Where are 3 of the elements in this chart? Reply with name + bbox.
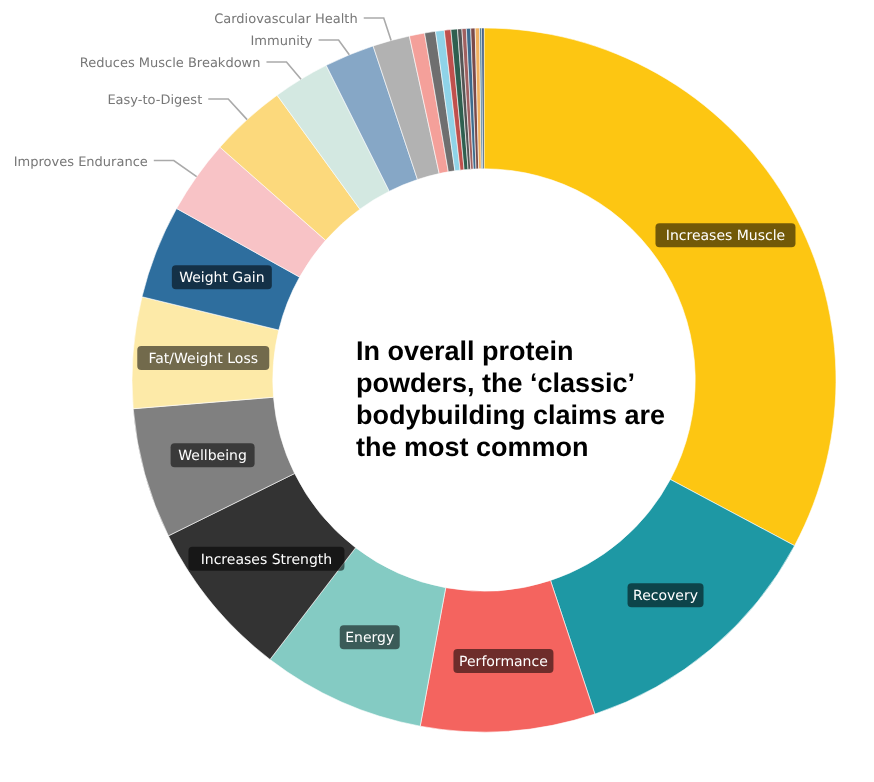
donut-slice [450, 28, 469, 171]
donut-slice [443, 29, 465, 171]
text: In overall protein powders, the ‘classic’ bodybuilding claims are the most common [356, 336, 667, 462]
